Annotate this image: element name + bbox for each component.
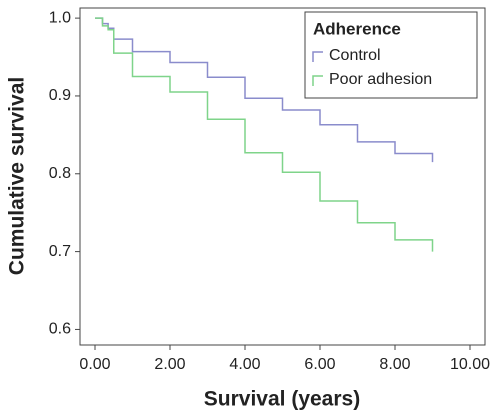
y-tick-label: 0.9 <box>49 87 71 104</box>
legend-swatch <box>312 51 323 62</box>
y-tick-label: 0.7 <box>49 243 71 260</box>
y-tick-label: 1.0 <box>49 9 71 26</box>
legend-title: Adherence <box>313 19 401 38</box>
x-tick-label: 8.00 <box>379 356 410 373</box>
legend-swatch <box>312 75 323 86</box>
legend-label: Poor adhesion <box>329 71 432 88</box>
x-tick-label: 2.00 <box>154 356 185 373</box>
x-tick-label: 4.00 <box>229 356 260 373</box>
x-axis-title: Survival (years) <box>204 388 360 411</box>
legend-box <box>304 11 478 99</box>
y-axis-title: Cumulative survival <box>6 77 29 275</box>
survival-line <box>95 17 434 252</box>
y-tick-label: 0.6 <box>49 321 71 338</box>
x-tick-label: 10.00 <box>450 356 490 373</box>
x-tick-label: 0.00 <box>79 356 110 373</box>
plot-area <box>79 7 486 346</box>
x-tick-label: 6.00 <box>304 356 335 373</box>
legend-label: Control <box>329 47 381 64</box>
y-tick-label: 0.8 <box>49 165 71 182</box>
